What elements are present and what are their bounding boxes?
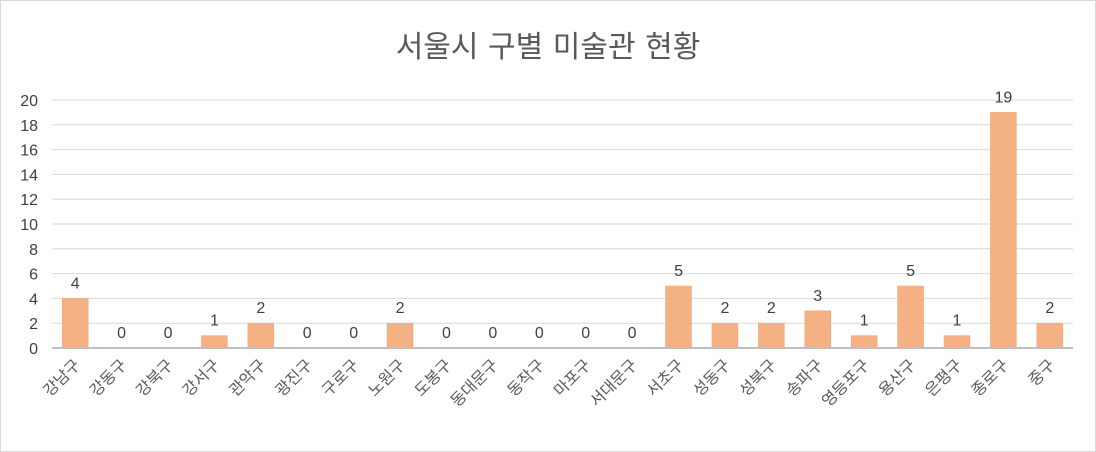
data-label: 2 — [767, 300, 776, 317]
bar — [665, 285, 692, 349]
data-label: 2 — [720, 300, 729, 317]
bar — [247, 322, 275, 349]
data-label: 5 — [906, 263, 915, 280]
data-label: 2 — [256, 300, 265, 317]
x-tick-label: 구로구 — [318, 355, 363, 400]
x-tick-label: 서대문구 — [586, 355, 641, 410]
y-tick-label: 14 — [20, 167, 38, 184]
bar — [386, 322, 414, 349]
x-tick-label: 동대문구 — [447, 355, 502, 410]
bar — [943, 335, 971, 349]
data-label: 2 — [1045, 300, 1054, 317]
data-label: 0 — [488, 325, 497, 342]
x-tick-label: 성동구 — [689, 355, 734, 400]
x-tick-label: 성북구 — [736, 355, 781, 400]
y-tick-label: 16 — [20, 143, 38, 160]
data-label: 0 — [303, 325, 312, 342]
data-label: 0 — [628, 325, 637, 342]
data-label: 0 — [164, 325, 173, 342]
x-tick-label: 동작구 — [503, 355, 548, 400]
data-label: 0 — [581, 325, 590, 342]
data-label: 19 — [994, 89, 1012, 106]
bar — [804, 310, 831, 349]
x-tick-label: 용산구 — [875, 355, 920, 400]
bar — [850, 335, 878, 349]
data-labels: 4 0 0 1 2 0 0 2 0 0 0 0 0 5 2 2 3 1 5 1 19 2 — [71, 89, 1055, 342]
y-tick-label: 4 — [29, 291, 38, 308]
data-label: 0 — [349, 325, 358, 342]
data-label: 1 — [210, 313, 219, 330]
y-tick-label: 10 — [20, 217, 38, 234]
bar — [1036, 322, 1064, 349]
y-tick-label: 0 — [29, 341, 38, 358]
data-label: 4 — [71, 275, 80, 292]
y-tick-label: 20 — [20, 93, 38, 110]
bar — [201, 335, 228, 349]
data-label: 0 — [117, 325, 126, 342]
x-tick-label: 강동구 — [86, 355, 131, 400]
y-tick-label: 2 — [29, 316, 38, 333]
y-tick-label: 18 — [20, 118, 38, 135]
data-label: 5 — [674, 263, 683, 280]
data-label: 0 — [535, 325, 544, 342]
y-axis-ticks: 0 2 4 6 8 10 12 14 16 18 20 — [20, 93, 38, 358]
x-tick-label: 강남구 — [39, 355, 84, 400]
x-tick-label: 광진구 — [271, 355, 316, 400]
chart-title: 서울시 구별 미술관 현황 — [395, 30, 701, 65]
bar — [758, 322, 785, 349]
bar — [61, 298, 89, 349]
data-label: 1 — [953, 313, 962, 330]
x-tick-label: 강서구 — [179, 355, 224, 400]
gridlines — [52, 99, 1073, 324]
data-label: 3 — [813, 288, 822, 305]
x-tick-label: 영등포구 — [818, 355, 873, 410]
x-tick-label: 관악구 — [225, 355, 270, 400]
bar — [897, 285, 924, 349]
bars — [61, 112, 1064, 349]
data-label: 0 — [442, 325, 451, 342]
x-tick-label: 종로구 — [968, 355, 1013, 400]
y-tick-label: 12 — [20, 192, 38, 209]
x-tick-label: 마포구 — [550, 355, 595, 400]
y-tick-label: 8 — [29, 242, 38, 259]
x-tick-label: 서초구 — [643, 355, 688, 400]
data-label: 2 — [396, 300, 405, 317]
x-tick-label: 송파구 — [782, 355, 827, 400]
bar — [711, 322, 739, 349]
x-tick-label: 노원구 — [364, 355, 409, 400]
x-tick-label: 은평구 — [921, 355, 966, 400]
y-tick-label: 6 — [29, 267, 38, 284]
bar — [990, 112, 1017, 349]
x-tick-label: 중구 — [1024, 355, 1058, 389]
x-tick-label: 강북구 — [132, 355, 177, 400]
x-tick-label: 도봉구 — [411, 355, 456, 400]
data-label: 1 — [860, 313, 869, 330]
